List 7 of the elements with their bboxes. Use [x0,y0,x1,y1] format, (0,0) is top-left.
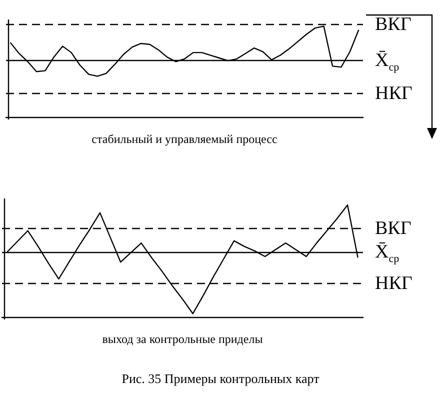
ref-line-label: ВКГ [375,218,412,239]
x-axis-title: выход за контрольные приделы [102,332,263,346]
x-axis-title: стабильный и управляемый процесс [92,132,278,146]
ref-line-label: НКГ [375,82,412,104]
text: Рис. 35 Примеры контрольных карт [122,371,320,386]
ref-line-label: ВКГ [375,14,412,35]
ref-line-label: НКГ [375,272,412,294]
